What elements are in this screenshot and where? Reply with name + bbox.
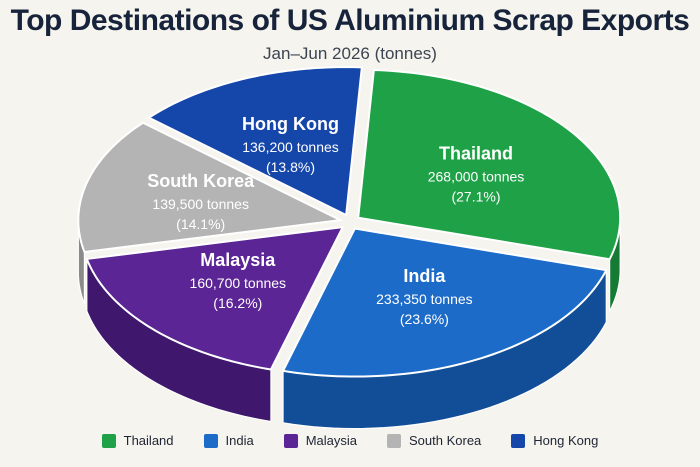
- chart-subtitle: Jan–Jun 2026 (tonnes): [263, 44, 437, 63]
- slice-value-south-korea: 139,500 tonnes: [152, 196, 249, 212]
- pie-slice-malaysia: [85, 225, 345, 371]
- slice-percent-india: (23.6%): [400, 311, 449, 327]
- legend-label-south-korea: South Korea: [409, 433, 482, 448]
- slice-percent-hong-kong: (13.8%): [266, 159, 315, 175]
- slice-label-south-korea: South Korea: [147, 171, 255, 191]
- slice-percent-malaysia: (16.2%): [213, 295, 262, 311]
- slice-percent-south-korea: (14.1%): [176, 216, 225, 232]
- legend-label-hong-kong: Hong Kong: [533, 433, 599, 448]
- legend-label-india: India: [225, 433, 254, 448]
- legend-label-thailand: Thailand: [123, 433, 174, 448]
- pie-slice-hong-kong: [146, 66, 363, 217]
- slice-value-india: 233,350 tonnes: [376, 291, 473, 307]
- legend-swatch-india: [203, 433, 218, 448]
- slice-label-india: India: [403, 266, 446, 286]
- pie-slice-south-korea: [77, 121, 344, 254]
- pie-slice-thailand: [357, 68, 622, 261]
- slice-label-malaysia: Malaysia: [200, 250, 276, 270]
- legend-item-south-korea: South Korea: [387, 433, 481, 448]
- slice-percent-thailand: (27.1%): [451, 188, 500, 204]
- legend-label-malaysia: Malaysia: [305, 433, 358, 448]
- legend-item-india: India: [203, 433, 254, 448]
- slice-value-hong-kong: 136,200 tonnes: [242, 139, 339, 155]
- pie-slice-india: [281, 227, 608, 378]
- legend-swatch-south-korea: [387, 433, 402, 448]
- chart-title: Top Destinations of US Aluminium Scrap E…: [10, 4, 690, 37]
- legend-item-thailand: Thailand: [101, 433, 174, 448]
- pie-labels: Thailand 268,000 tonnes (27.1%) India 233,35…: [147, 114, 524, 327]
- legend-item-hong-kong: Hong Kong: [511, 433, 598, 448]
- slice-value-thailand: 268,000 tonnes: [428, 168, 525, 184]
- legend-swatch-hong-kong: [511, 433, 526, 448]
- legend-swatch-thailand: [101, 433, 116, 448]
- legend-swatch-malaysia: [283, 433, 298, 448]
- chart-legend: Thailand India Malaysia South Korea Hong…: [0, 433, 700, 448]
- slice-value-malaysia: 160,700 tonnes: [190, 275, 287, 291]
- slice-label-thailand: Thailand: [439, 143, 513, 163]
- slice-label-hong-kong: Hong Kong: [242, 114, 339, 134]
- legend-item-malaysia: Malaysia: [283, 433, 358, 448]
- pie-tops: [77, 66, 622, 378]
